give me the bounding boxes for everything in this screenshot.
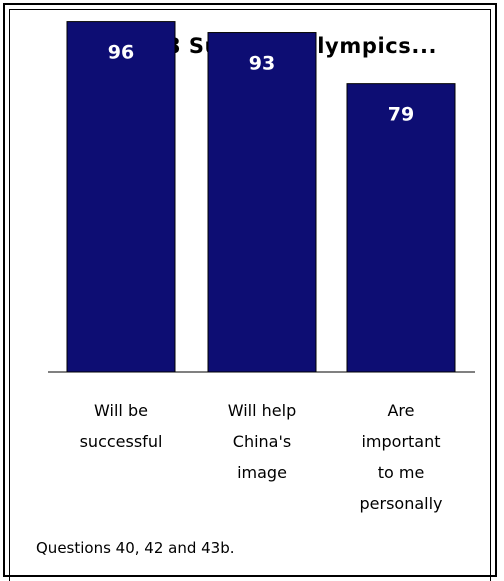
category-label: Will help	[228, 401, 296, 420]
bars-group: 96 93 79	[66, 21, 456, 373]
bar-value-label: 96	[108, 42, 134, 64]
inner-frame	[9, 9, 491, 581]
category-label: to me	[378, 463, 425, 482]
category-labels-group: Will be successful Will help China's image Ar…	[80, 401, 443, 513]
footnote: Questions 40, 42 and 43b.	[36, 539, 235, 557]
category-label: Are	[387, 401, 414, 420]
outer-frame	[3, 3, 497, 577]
category-label: China's	[233, 432, 291, 451]
bar-3	[346, 83, 456, 373]
bar-value-label: 93	[249, 53, 275, 75]
bar-value-label: 79	[388, 104, 414, 126]
category-label: important	[361, 432, 440, 451]
bar-2	[207, 32, 317, 373]
category-label: successful	[80, 432, 163, 451]
bar-1	[66, 21, 176, 373]
category-label: image	[237, 463, 287, 482]
category-label: personally	[359, 494, 442, 513]
category-label: Will be	[94, 401, 148, 420]
